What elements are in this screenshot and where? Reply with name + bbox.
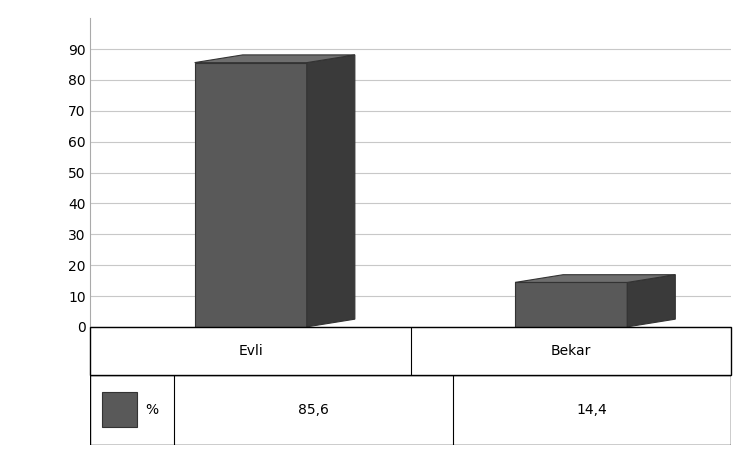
Polygon shape xyxy=(515,275,676,282)
Polygon shape xyxy=(307,55,355,327)
Text: 85,6: 85,6 xyxy=(298,403,329,417)
Polygon shape xyxy=(627,275,676,327)
Bar xyxy=(102,392,137,427)
Text: Evli: Evli xyxy=(238,344,263,358)
Polygon shape xyxy=(195,63,307,327)
Text: Bekar: Bekar xyxy=(551,344,591,358)
Polygon shape xyxy=(515,282,627,327)
Text: %: % xyxy=(145,403,158,417)
Polygon shape xyxy=(195,55,355,63)
Text: 14,4: 14,4 xyxy=(577,403,608,417)
